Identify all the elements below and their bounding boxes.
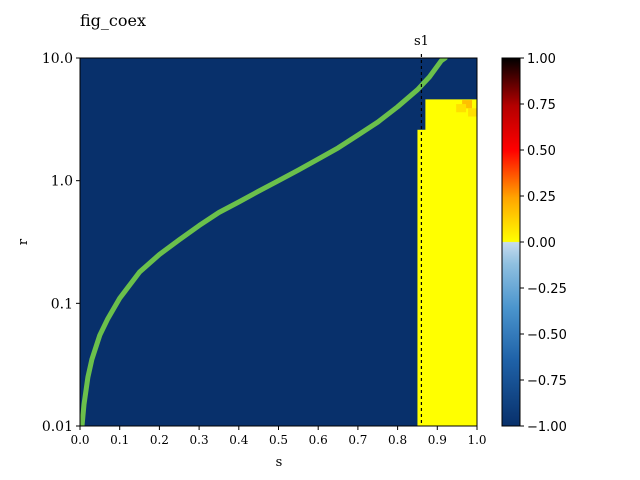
x-tick-label: 0.7 [348, 433, 367, 447]
vline-label: s1 [414, 34, 429, 49]
y-tick-label: 0.1 [51, 296, 73, 312]
colorbar-tick-label: 1.00 [527, 52, 556, 67]
x-tick-label: 1.0 [467, 433, 486, 447]
colorbar-tick-label: 0.25 [527, 190, 556, 205]
heatmap-cell [462, 100, 473, 109]
x-tick-label: 0.0 [70, 433, 89, 447]
colorbar-tick-label: −0.75 [527, 374, 567, 389]
heatmap-region [417, 99, 477, 426]
y-axis-label: r [16, 238, 31, 245]
y-tick-label: 0.01 [42, 419, 73, 435]
x-tick-label: 0.5 [269, 433, 288, 447]
x-tick-label: 0.2 [150, 433, 169, 447]
colorbar-tick-label: 0.00 [527, 236, 556, 251]
x-tick-label: 0.9 [428, 433, 447, 447]
region-main [425, 99, 477, 426]
series-curve [80, 58, 448, 426]
colorbar-tick-label: 0.50 [527, 144, 556, 159]
colorbar-tick-label: 0.75 [527, 98, 556, 113]
colorbar-tick-label: −0.50 [527, 328, 567, 343]
colorbar-tick-label: −0.25 [527, 282, 567, 297]
x-tick-label: 0.4 [229, 433, 248, 447]
x-tick-label: 0.3 [190, 433, 209, 447]
x-tick-label: 0.6 [309, 433, 328, 447]
y-tick-label: 1.0 [51, 174, 73, 190]
x-axis: 0.0 0.1 0.2 0.3 0.4 0.5 0.6 0.7 0.8 0.9 1.0 [70, 426, 487, 447]
heatmap-background [80, 58, 477, 426]
x-tick-label: 0.1 [110, 433, 129, 447]
colorbar-gradient [501, 57, 521, 427]
plot-area: s1 [79, 34, 478, 427]
x-tick-label: 0.8 [388, 433, 407, 447]
colorbar: 1.00 0.75 0.50 0.25 0.00 −0.25 −0.50 −0.75 −1.00 [501, 52, 567, 435]
colorbar-tick-label: −1.00 [527, 420, 567, 435]
heatmap-cell [468, 108, 477, 117]
y-tick-label: 10.0 [42, 51, 73, 67]
x-axis-label: s [276, 455, 283, 470]
y-axis: 0.01 0.1 1.0 10.0 [42, 51, 80, 435]
heatmap-cell [456, 104, 467, 113]
chart-title: fig_coex [80, 11, 146, 30]
